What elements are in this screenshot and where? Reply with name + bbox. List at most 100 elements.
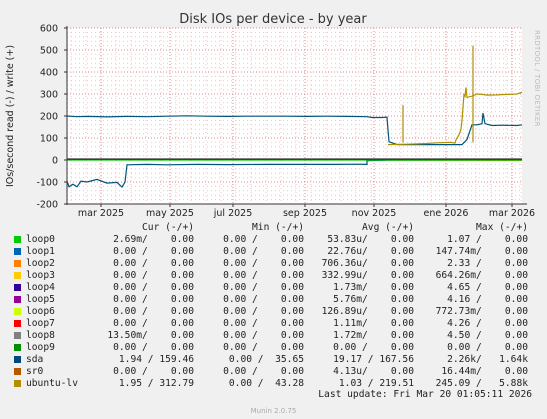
legend-row-ubuntu-lv: ubuntu-lv 1.95 / 312.79 0.00 / 43.28 1.03 /…: [0, 378, 547, 390]
y-axis-ticks: 600 500 400 300 200 100 0 -100 -200: [36, 24, 67, 211]
legend-name: loop6: [26, 306, 55, 317]
x-tick-label: jul 2025: [213, 208, 253, 219]
legend-row-loop1: loop1 0.00 / 0.00 0.00 / 0.00 22.76u/ 0.00 1…: [0, 246, 547, 258]
legend-swatch: [14, 380, 21, 387]
y-tick-label: 200: [40, 112, 58, 123]
legend-name: loop2: [26, 258, 55, 269]
legend-row-loop5: loop5 0.00 / 0.00 0.00 / 0.00 5.76m/ 0.00 4.…: [0, 294, 547, 306]
legend-row-loop9: loop9 0.00 / 0.00 0.00 / 0.00 0.00 / 0.00 0.…: [0, 342, 547, 354]
y-tick-label: -100: [36, 178, 58, 189]
legend-min: 0.00 / 0.00: [223, 294, 304, 305]
legend-cur: 0.00 / 0.00: [113, 246, 194, 257]
legend-max: 772.73m/ 0.00: [435, 306, 528, 317]
y-tick-label: -200: [36, 200, 58, 211]
munin-version: Munin 2.0.75: [250, 407, 297, 415]
legend-cur: 1.94 / 159.46: [118, 354, 194, 365]
legend-name: loop0: [26, 234, 55, 245]
legend-swatch: [14, 236, 21, 243]
x-tick-label: nov 2025: [352, 208, 397, 219]
legend-name: loop8: [26, 330, 55, 341]
legend-row-loop3: loop3 0.00 / 0.00 0.00 / 0.00 332.99u/ 0.00…: [0, 270, 547, 282]
legend-avg: 1.03 / 219.51: [338, 378, 414, 389]
legend-swatch: [14, 248, 21, 255]
legend-row-loop2: loop2 0.00 / 0.00 0.00 / 0.00 706.36u/ 0.00…: [0, 258, 547, 270]
legend-avg: 19.17 / 167.56: [333, 354, 414, 365]
x-tick-label: may 2025: [146, 208, 194, 219]
legend-max: 4.65 / 0.00: [447, 282, 528, 293]
y-tick-label: 500: [40, 46, 58, 57]
legend-row-loop7: loop7 0.00 / 0.00 0.00 / 0.00 1.11m/ 0.00 4.…: [0, 318, 547, 330]
legend-min: 0.00 / 0.00: [223, 330, 304, 341]
legend-min: 0.00 / 0.00: [223, 234, 304, 245]
legend-cur: 2.69m/ 0.00: [113, 234, 194, 245]
y-tick-label: 100: [40, 134, 58, 145]
last-update: Last update: Fri Mar 20 01:05:11 2026: [318, 389, 532, 400]
legend-swatch: [14, 368, 21, 375]
legend-max: 2.26k/ 1.64k: [447, 354, 528, 365]
legend-swatch: [14, 344, 21, 351]
legend-cur: 13.50m/ 0.00: [107, 330, 194, 341]
legend-cur: 0.00 / 0.00: [113, 306, 194, 317]
series-line-sda-write: [66, 112, 523, 146]
x-tick-label: mar 2025: [78, 208, 124, 219]
y-tick-label: 0: [52, 156, 58, 167]
legend-row-loop4: loop4 0.00 / 0.00 0.00 / 0.00 1.73m/ 0.00 4.…: [0, 282, 547, 294]
rrdtool-watermark: RRDTOOL / TOBI OETIKER: [533, 30, 541, 127]
legend-header: Cur (-/+) Min (-/+) Avg (-/+) Max (-/+): [0, 222, 547, 234]
legend-avg: 332.99u/ 0.00: [321, 270, 414, 281]
x-axis-ticks: mar 2025 may 2025 jul 2025 sep 2025 nov 2025…: [78, 204, 535, 219]
series-line-ubuntu-lv-write: [387, 87, 523, 146]
legend-max: 2.33 / 0.00: [447, 258, 528, 269]
legend-swatch: [14, 296, 21, 303]
legend-min: 0.00 / 0.00: [223, 282, 304, 293]
legend-name: loop3: [26, 270, 55, 281]
legend-name: loop9: [26, 342, 55, 353]
legend-row-loop0: loop0 2.69m/ 0.00 0.00 / 0.00 53.83u/ 0.00 1…: [0, 234, 547, 246]
y-tick-label: 300: [40, 90, 58, 101]
legend-swatch: [14, 284, 21, 291]
legend-avg: 706.36u/ 0.00: [321, 258, 414, 269]
x-tick-label: sep 2025: [283, 208, 327, 219]
legend-max: 245.09 / 5.88k: [435, 378, 528, 389]
legend-min: 0.00 / 0.00: [223, 366, 304, 377]
legend-row-sr0: sr0 0.00 / 0.00 0.00 / 0.00 4.13u/ 0.00 16.4…: [0, 366, 547, 378]
legend-avg: 126.89u/ 0.00: [321, 306, 414, 317]
y-tick-label: 400: [40, 68, 58, 79]
legend-name: loop5: [26, 294, 55, 305]
legend-header-avg: Avg (-/+): [362, 222, 414, 233]
legend-min: 0.00 / 0.00: [223, 246, 304, 257]
legend-min: 0.00 / 0.00: [223, 342, 304, 353]
legend-row-sda: sda 1.94 / 159.46 0.00 / 35.65 19.17 / 167.…: [0, 354, 547, 366]
legend-max: 4.16 / 0.00: [447, 294, 528, 305]
x-tick-label: ene 2026: [424, 208, 469, 219]
legend-name: sr0: [26, 366, 44, 377]
legend-swatch: [14, 320, 21, 327]
x-tick-label: mar 2026: [489, 208, 535, 219]
legend-max: 16.44m/ 0.00: [441, 366, 528, 377]
legend-cur: 0.00 / 0.00: [113, 270, 194, 281]
legend-cur: 0.00 / 0.00: [113, 258, 194, 269]
legend-avg: 5.76m/ 0.00: [333, 294, 414, 305]
legend-swatch: [14, 260, 21, 267]
legend-avg: 0.00 / 0.00: [333, 342, 414, 353]
legend-avg: 53.83u/ 0.00: [327, 234, 414, 245]
legend-avg: 22.76u/ 0.00: [327, 246, 414, 257]
chart-title: Disk IOs per device - by year: [179, 12, 367, 27]
legend-cur: 0.00 / 0.00: [113, 318, 194, 329]
legend-avg: 1.11m/ 0.00: [333, 318, 414, 329]
legend-name: ubuntu-lv: [26, 378, 78, 389]
legend-header-min: Min (-/+): [252, 222, 304, 233]
legend-swatch: [14, 308, 21, 315]
legend-max: 4.26 / 0.00: [447, 318, 528, 329]
legend-max: 1.07 / 0.00: [447, 234, 528, 245]
legend-name: sda: [26, 354, 44, 365]
legend-min: 0.00 / 43.28: [228, 378, 304, 389]
series-group: [66, 45, 523, 189]
disk-io-chart: 600 500 400 300 200 100 0 -100 -200 mar 2025 may …: [5, 12, 541, 219]
legend-cur: 0.00 / 0.00: [113, 282, 194, 293]
legend-header-max: Max (-/+): [476, 222, 528, 233]
legend-cur: 0.00 / 0.00: [113, 366, 194, 377]
legend-max: 664.26m/ 0.00: [435, 270, 528, 281]
legend-name: loop1: [26, 246, 55, 257]
legend-min: 0.00 / 0.00: [223, 270, 304, 281]
